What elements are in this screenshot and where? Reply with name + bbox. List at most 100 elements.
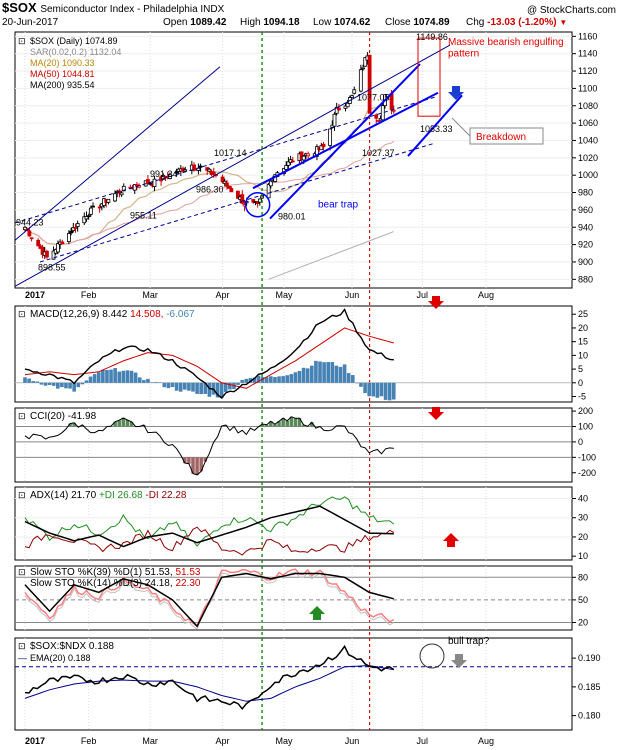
cci-oversold-fill: [183, 457, 208, 475]
candle-body: [60, 241, 65, 245]
candle-body: [88, 207, 93, 215]
macd-hist-bar: [51, 382, 56, 386]
high-value: 1094.18: [263, 17, 300, 28]
price-legend-entry: MA(200) 935.54: [30, 80, 95, 90]
x-tick-label: Feb: [81, 736, 97, 746]
y-tick-label: -100: [578, 452, 596, 462]
ohlc-change: Chg -13.03 (-1.20%) ▼: [466, 17, 567, 28]
pane-frame-3: [14, 486, 573, 561]
candle-body: [350, 95, 354, 98]
macd-hist-bar: [314, 360, 318, 383]
price-label: 1053.33: [420, 124, 453, 134]
candle-body: [67, 233, 71, 243]
macd-hist-bar: [305, 368, 310, 383]
candle-body: [345, 102, 350, 108]
candle-body: [389, 93, 394, 110]
price-legend-entry: MA(50) 1044.81: [30, 69, 95, 79]
pane-frame-2: [14, 407, 573, 483]
macd-hist-bar: [219, 382, 224, 399]
candle-body: [374, 114, 379, 119]
candle-body: [23, 226, 27, 231]
chg-value: -13.03 (-1.20%): [487, 17, 557, 28]
macd-hist-bar: [359, 382, 363, 387]
macd-hist-bar: [342, 364, 347, 383]
candle-body: [132, 184, 137, 191]
y-tick-label: 40: [578, 494, 588, 504]
candle-body: [229, 188, 234, 193]
price-label: 898.55: [38, 263, 66, 273]
candle-body: [82, 216, 87, 224]
breakdown-callout-pointer: [451, 117, 471, 137]
macd-hist-bar: [55, 382, 60, 389]
x-tick-label: 2017: [25, 736, 45, 746]
y-tick-label: 1120: [578, 66, 597, 76]
ma200-line: [268, 231, 394, 280]
credit: @ StockCharts.com: [526, 5, 616, 16]
price-label: 991.24: [150, 169, 178, 179]
sto-legend-part: 51.53: [175, 567, 200, 578]
macd-hist-bar: [383, 382, 388, 400]
adx-legend-part: ADX(14) 21.70: [30, 490, 99, 501]
candle-body: [315, 146, 319, 157]
price-label: 986.30: [196, 185, 224, 195]
macd-hist-bar: [129, 370, 134, 383]
y-tick-label: 0: [578, 378, 583, 388]
y-tick-label: 0.180: [578, 711, 601, 721]
candle-body: [321, 143, 326, 148]
x-tick-label: Aug: [478, 290, 494, 300]
ohlc-high: High 1094.18: [240, 17, 300, 28]
index-name: Semiconductor Index - Philadelphia INDX: [40, 4, 225, 15]
macd-hist-bar: [162, 382, 167, 388]
macd-hist-bar: [326, 362, 331, 383]
y-tick-label: 100: [578, 422, 593, 432]
macd-hist-bar: [387, 382, 392, 401]
open-value: 1089.42: [190, 17, 227, 28]
bear-trap-circle: [244, 191, 271, 218]
macd-hist-bar: [301, 367, 306, 383]
annotation-bear-trap: bear trap: [318, 199, 358, 210]
y-tick-label: 1160: [578, 31, 597, 41]
symbol: $SOX: [2, 0, 37, 15]
x-tick-label: 2017: [25, 290, 45, 300]
candle-body: [174, 171, 179, 174]
y-tick-label: 25: [578, 309, 588, 319]
macd-hist-bar: [297, 370, 302, 383]
candle-body: [391, 109, 396, 112]
legend-collapse-icon: ⊡: [18, 567, 26, 577]
candle-body: [119, 192, 124, 196]
price-legend-entry: SAR(0.02,0.2) 1132.04: [30, 47, 121, 57]
macd-hist-bar: [31, 381, 35, 383]
macd-hist-bar: [236, 382, 240, 385]
macd-hist-bar: [178, 382, 183, 392]
y-tick-label: 880: [578, 274, 593, 284]
annotation-engulfing-line1: Massive bearish engulfing: [448, 37, 564, 48]
y-tick-label: 10: [578, 551, 588, 561]
macd-hist-bar: [256, 375, 261, 383]
macd-hist-bar: [88, 376, 93, 383]
macd-hist-bar: [228, 382, 232, 390]
y-tick-label: 15: [578, 337, 588, 347]
y-tick-label: 50: [578, 595, 588, 605]
adx-legend-part: +DI 26.68: [99, 490, 145, 501]
macd-hist-bar: [101, 369, 105, 383]
candle-body: [380, 105, 385, 121]
macd-hist-bar: [113, 368, 117, 383]
macd-hist-bar: [187, 382, 191, 391]
macd-hist-bar: [35, 381, 40, 383]
price-label: 1077.05: [357, 93, 390, 103]
ratio-legend: $SOX:$NDX 0.188: [30, 641, 114, 652]
y-tick-label: 920: [578, 240, 593, 250]
candle-body: [220, 176, 225, 183]
candle-body: [251, 198, 256, 203]
y-tick-label: 0.190: [578, 653, 601, 663]
macd-hist-bar: [371, 382, 376, 397]
candle-body: [352, 89, 357, 94]
lower-channel-dashed: [39, 142, 436, 263]
candle-body: [29, 237, 34, 240]
low-label: Low: [313, 17, 332, 28]
close-label: Close: [385, 17, 411, 28]
ohlc-low: Low 1074.62: [313, 17, 370, 28]
macd-hist-bar: [39, 382, 44, 385]
y-tick-label: 20: [578, 532, 588, 542]
